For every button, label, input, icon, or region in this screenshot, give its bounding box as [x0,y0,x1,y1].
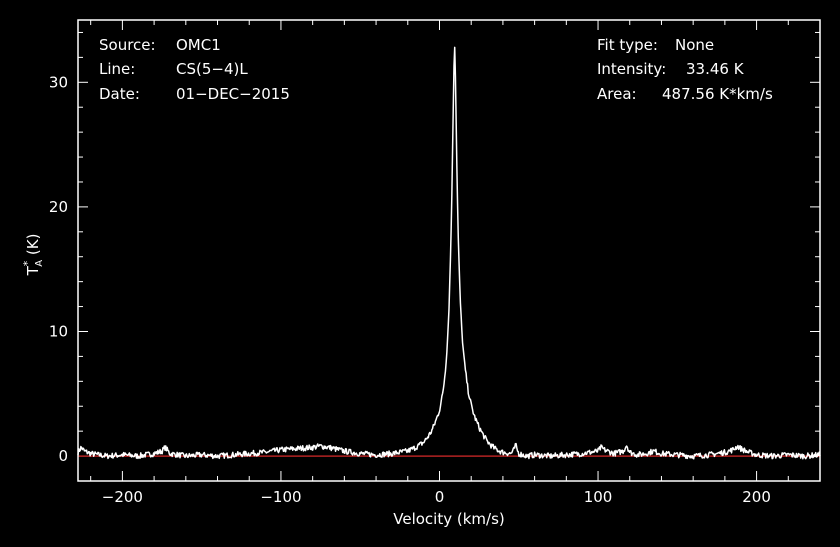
area-value: 487.56 K*km/s [662,85,773,103]
line-label: Line: [99,60,136,78]
source-value: OMC1 [176,36,221,54]
x-tick-label: 0 [435,488,445,506]
fit-type-value: None [675,36,715,54]
line-value: CS(5−4)L [176,60,248,78]
intensity-label: Intensity: [597,60,667,78]
x-axis-label: Velocity (km/s) [393,510,504,528]
y-tick-label: 30 [49,73,68,91]
area-label: Area: [597,85,637,103]
y-tick-label: 10 [49,322,68,340]
x-tick-label: −200 [102,488,143,506]
fit-type-label: Fit type: [597,36,658,54]
date-label: Date: [99,85,140,103]
x-tick-label: 200 [742,488,771,506]
y-axis-label: T*A (K) [21,234,45,277]
y-tick-label: 0 [58,447,68,465]
plot-frame [77,19,821,482]
date-value: 01−DEC−2015 [176,85,290,103]
y-tick-label: 20 [49,198,68,216]
tick-labels: −200 −100 0 100 200 0 10 20 30 [49,73,771,506]
source-label: Source: [99,36,156,54]
x-tick-label: 100 [584,488,613,506]
axis-ticks [78,20,821,482]
x-tick-label: −100 [260,488,301,506]
intensity-value: 33.46 K [686,60,744,78]
spectrum-trace [77,46,821,460]
